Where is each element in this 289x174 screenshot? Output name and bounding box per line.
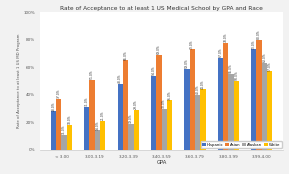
- X-axis label: GPA: GPA: [156, 160, 167, 165]
- Bar: [56, 99, 62, 150]
- Text: 69.0%: 69.0%: [157, 45, 161, 54]
- Bar: [262, 63, 267, 150]
- Text: 54.0%: 54.0%: [151, 65, 155, 75]
- Text: 37.0%: 37.0%: [57, 89, 61, 98]
- Text: 73.0%: 73.0%: [190, 39, 194, 49]
- Bar: [151, 76, 156, 150]
- Bar: [162, 109, 167, 150]
- Text: 40.0%: 40.0%: [196, 84, 200, 94]
- Bar: [256, 40, 262, 150]
- Text: 80.0%: 80.0%: [257, 30, 261, 39]
- Bar: [84, 107, 90, 150]
- Bar: [100, 121, 105, 150]
- Bar: [190, 49, 195, 150]
- Bar: [218, 58, 223, 150]
- Text: 11.0%: 11.0%: [62, 124, 66, 134]
- Text: 67.0%: 67.0%: [218, 47, 222, 57]
- Text: 21.0%: 21.0%: [101, 111, 105, 120]
- Text: 14.0%: 14.0%: [95, 120, 99, 130]
- Bar: [267, 71, 272, 150]
- Bar: [200, 89, 205, 150]
- Bar: [123, 60, 128, 150]
- Bar: [62, 135, 67, 150]
- Text: 65.0%: 65.0%: [123, 50, 127, 60]
- Text: 50.0%: 50.0%: [234, 71, 238, 80]
- Bar: [234, 81, 239, 150]
- Text: 44.0%: 44.0%: [201, 79, 205, 89]
- Bar: [118, 84, 123, 150]
- Bar: [67, 125, 72, 150]
- Bar: [184, 69, 190, 150]
- Y-axis label: Rate of Acceptance to at least 1 US MD Program: Rate of Acceptance to at least 1 US MD P…: [17, 34, 21, 128]
- Bar: [156, 55, 162, 150]
- Legend: Hispanic, Asian, Alaskan, White: Hispanic, Asian, Alaskan, White: [201, 141, 281, 148]
- Text: 18.0%: 18.0%: [67, 115, 71, 124]
- Text: 36.0%: 36.0%: [168, 90, 172, 100]
- Text: 63.0%: 63.0%: [262, 53, 266, 62]
- Text: 78.0%: 78.0%: [224, 32, 228, 42]
- Bar: [195, 95, 200, 150]
- Text: 59.0%: 59.0%: [185, 58, 189, 68]
- Text: 29.0%: 29.0%: [134, 100, 138, 109]
- Text: 73.0%: 73.0%: [252, 39, 256, 49]
- Bar: [223, 43, 228, 150]
- Text: 28.0%: 28.0%: [51, 101, 55, 110]
- Text: 31.0%: 31.0%: [85, 97, 89, 106]
- Bar: [128, 124, 134, 150]
- Text: 19.0%: 19.0%: [129, 113, 133, 123]
- Text: 55.0%: 55.0%: [229, 64, 233, 73]
- Bar: [251, 49, 256, 150]
- Text: 48.0%: 48.0%: [118, 74, 122, 83]
- Title: Rate of Acceptance to at least 1 US Medical School by GPA and Race: Rate of Acceptance to at least 1 US Medi…: [60, 6, 263, 11]
- Bar: [90, 80, 95, 150]
- Text: 30.0%: 30.0%: [162, 98, 166, 108]
- Text: 57.0%: 57.0%: [268, 61, 272, 71]
- Text: 51.0%: 51.0%: [90, 69, 94, 79]
- Bar: [167, 100, 172, 150]
- Bar: [134, 110, 139, 150]
- Bar: [51, 111, 56, 150]
- Bar: [228, 74, 234, 150]
- Bar: [95, 130, 100, 150]
